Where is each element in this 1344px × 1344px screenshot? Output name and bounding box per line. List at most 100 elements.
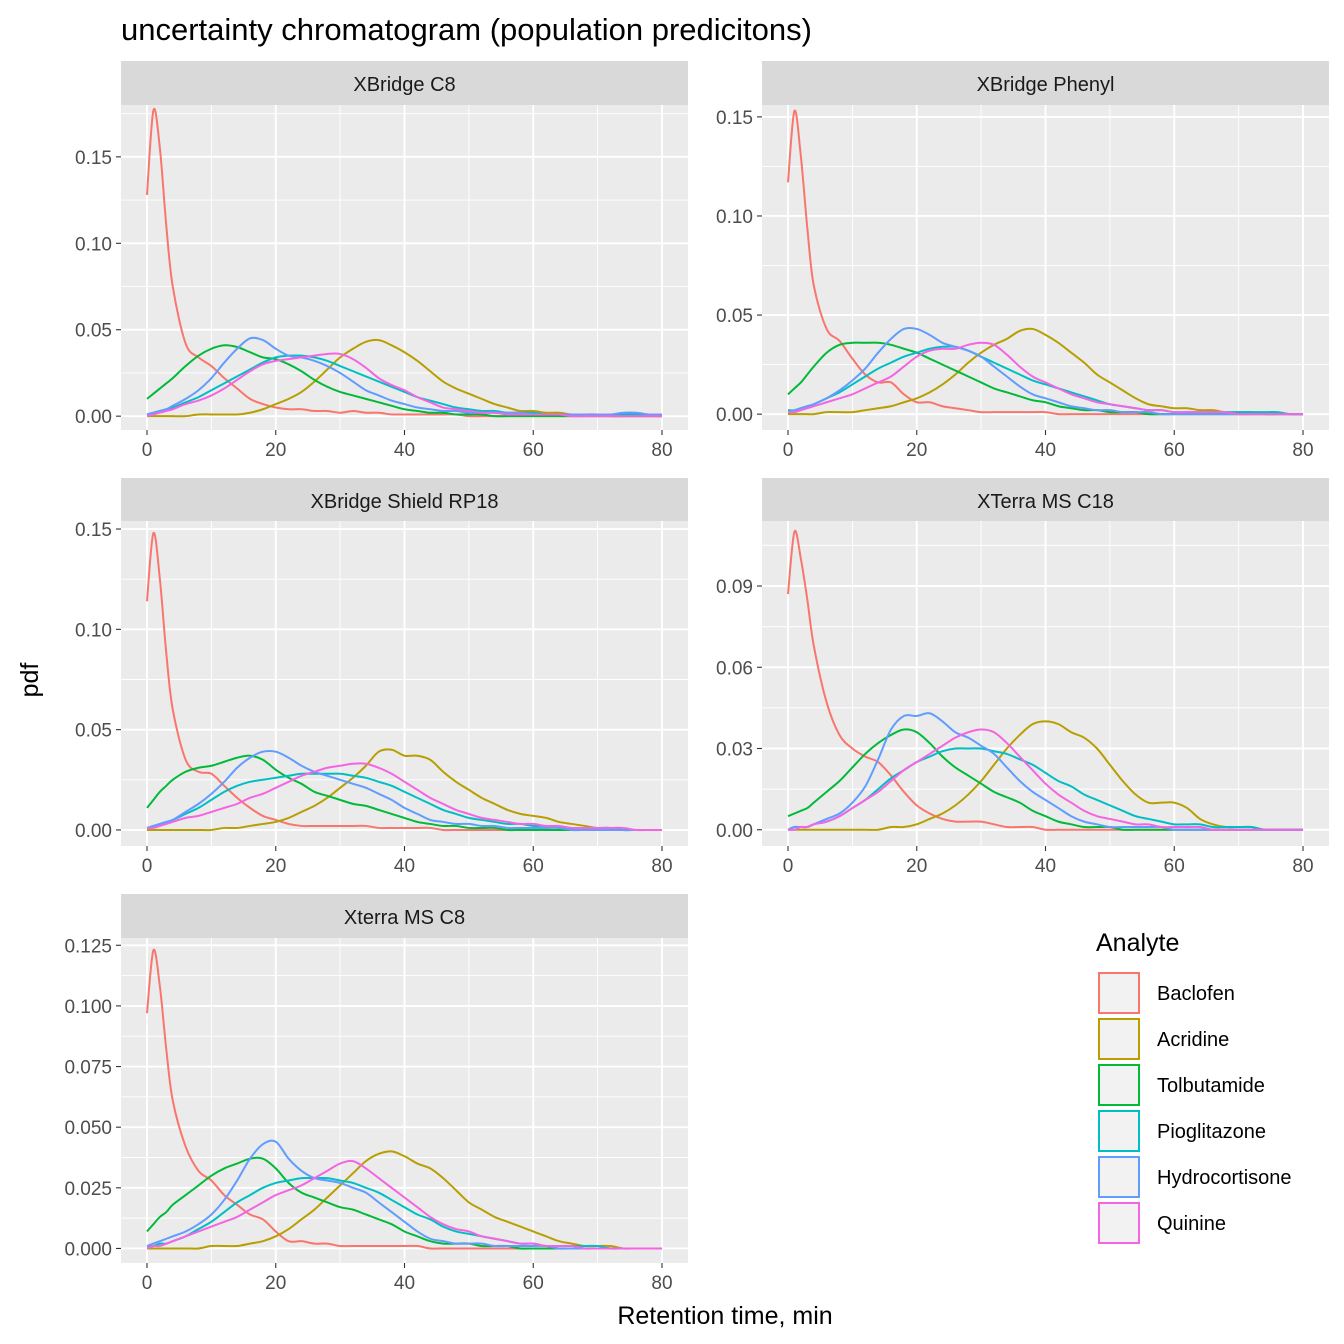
x-tick-label: 60 — [523, 440, 544, 461]
x-tick-label: 20 — [265, 1273, 286, 1294]
strip-label: XTerra MS C18 — [977, 491, 1114, 513]
strip-background — [121, 478, 688, 522]
legend-item-baclofen: Baclofen — [1097, 971, 1235, 1015]
x-tick-label: 40 — [1035, 856, 1056, 877]
series-lines — [146, 948, 662, 1250]
legend-key — [1098, 1018, 1140, 1060]
x-axis-title: Retention time, min — [617, 1302, 832, 1330]
series-line-hydrocortisone — [146, 749, 662, 832]
legend-label: Acridine — [1157, 1029, 1229, 1051]
x-tick-label: 40 — [1035, 440, 1056, 461]
x-tick-label: 80 — [651, 1273, 672, 1294]
legend-item-hydrocortisone: Hydrocortisone — [1097, 1155, 1292, 1199]
y-tick-label: 0.15 — [75, 148, 112, 169]
legend-key — [1098, 1202, 1140, 1244]
legend-title: Analyte — [1096, 929, 1179, 957]
legend-key — [1098, 1110, 1140, 1152]
x-tick-label: 0 — [783, 856, 794, 877]
series-lines — [787, 109, 1304, 416]
series-lines — [146, 532, 662, 832]
y-tick-label: 0.10 — [75, 620, 112, 641]
x-tick-label: 80 — [1292, 856, 1313, 877]
strip-background — [121, 894, 688, 938]
x-tick-label: 60 — [1164, 856, 1185, 877]
x-axis: 0 20 40 60 80 — [142, 430, 673, 461]
series-line-hydrocortisone — [787, 326, 1303, 416]
y-tick-label: 0.09 — [716, 577, 753, 598]
strip-label: Xterra MS C8 — [344, 907, 465, 929]
y-tick-label: 0.10 — [716, 207, 753, 228]
strip-label: XBridge Phenyl — [977, 74, 1115, 96]
x-tick-label: 60 — [523, 856, 544, 877]
series-line-hydrocortisone — [146, 1139, 662, 1250]
legend-item-pioglitazone: Pioglitazone — [1097, 1109, 1266, 1153]
series-lines — [146, 107, 663, 418]
x-tick-label: 80 — [1292, 440, 1313, 461]
strip-label: XBridge C8 — [353, 74, 455, 96]
y-tick-label: 0.025 — [64, 1179, 112, 1200]
strip-label: XBridge Shield RP18 — [311, 491, 499, 513]
y-axis: 0.00 0.05 0.10 0.15 — [75, 520, 121, 842]
y-tick-label: 0.00 — [75, 407, 112, 428]
panel-xterra-ms-c18: XTerra MS C18 0.00 0.03 0.06 0.09 0 20 40 60 80 — [716, 478, 1329, 877]
x-tick-label: 0 — [142, 856, 153, 877]
series-lines — [787, 529, 1303, 831]
series-line-acridine — [147, 1150, 662, 1250]
y-tick-label: 0.00 — [716, 821, 753, 842]
y-axis: 0.00 0.03 0.06 0.09 — [716, 577, 762, 842]
y-tick-label: 0.125 — [64, 936, 112, 957]
x-tick-label: 40 — [394, 1273, 415, 1294]
y-tick-label: 0.05 — [75, 321, 112, 342]
facet-panels: XBridge C8 0.00 0.05 0.10 0.15 0 20 40 60 80 XBrid… — [64, 61, 1329, 1294]
x-axis: 0 20 40 60 80 — [783, 846, 1314, 877]
series-line-quinine — [787, 728, 1303, 831]
y-tick-label: 0.15 — [716, 108, 753, 129]
x-tick-label: 20 — [265, 440, 286, 461]
y-tick-label: 0.05 — [716, 306, 753, 327]
y-axis: 0.00 0.05 0.10 0.15 — [716, 108, 762, 426]
y-axis: 0.00 0.05 0.10 0.15 — [75, 148, 121, 428]
x-tick-label: 80 — [651, 440, 672, 461]
x-tick-label: 20 — [906, 440, 927, 461]
legend: Analyte Baclofen Acridine Tolbutamide Piogl… — [1096, 929, 1292, 1245]
series-line-quinine — [787, 341, 1303, 416]
x-tick-label: 60 — [1164, 440, 1185, 461]
legend-item-quinine: Quinine — [1097, 1201, 1226, 1245]
y-tick-label: 0.10 — [75, 234, 112, 255]
strip-background — [762, 61, 1329, 105]
x-axis: 0 20 40 60 80 — [783, 430, 1314, 461]
series-line-hydrocortisone — [146, 336, 663, 416]
legend-label: Tolbutamide — [1157, 1075, 1265, 1097]
y-tick-label: 0.05 — [75, 721, 112, 742]
panel-xbridge-phenyl: XBridge Phenyl 0.00 0.05 0.10 0.15 0 20 40 60 80 — [716, 61, 1329, 461]
panel-xbridge-c8: XBridge C8 0.00 0.05 0.10 0.15 0 20 40 60 80 — [75, 61, 688, 461]
legend-label: Pioglitazone — [1157, 1121, 1266, 1143]
x-tick-label: 0 — [142, 440, 153, 461]
x-tick-label: 40 — [394, 856, 415, 877]
y-tick-label: 0.000 — [64, 1239, 112, 1260]
legend-label: Baclofen — [1157, 983, 1235, 1005]
x-tick-label: 0 — [142, 1273, 153, 1294]
x-tick-label: 80 — [651, 856, 672, 877]
legend-key — [1098, 1064, 1140, 1106]
y-axis-title: pdf — [16, 663, 44, 698]
x-axis: 0 20 40 60 80 — [142, 1263, 673, 1294]
series-line-acridine — [787, 327, 1303, 416]
panel-xbridge-shield-rp18: XBridge Shield RP18 0.00 0.05 0.10 0.15 0 20 40… — [75, 478, 688, 877]
legend-item-acridine: Acridine — [1097, 1017, 1229, 1061]
strip-background — [121, 61, 688, 105]
gridlines — [121, 938, 688, 1263]
legend-key — [1098, 1156, 1140, 1198]
y-tick-label: 0.06 — [716, 658, 753, 679]
y-tick-label: 0.075 — [64, 1058, 112, 1079]
legend-label: Quinine — [1157, 1213, 1226, 1235]
series-line-quinine — [146, 762, 662, 832]
chart-title: uncertainty chromatogram (population pre… — [121, 12, 812, 47]
y-tick-label: 0.050 — [64, 1118, 112, 1139]
x-axis: 0 20 40 60 80 — [142, 846, 673, 877]
legend-label: Hydrocortisone — [1157, 1167, 1292, 1189]
x-tick-label: 20 — [265, 856, 286, 877]
y-axis: 0.000 0.025 0.050 0.075 0.100 0.125 — [64, 936, 121, 1260]
y-tick-label: 0.100 — [64, 997, 112, 1018]
